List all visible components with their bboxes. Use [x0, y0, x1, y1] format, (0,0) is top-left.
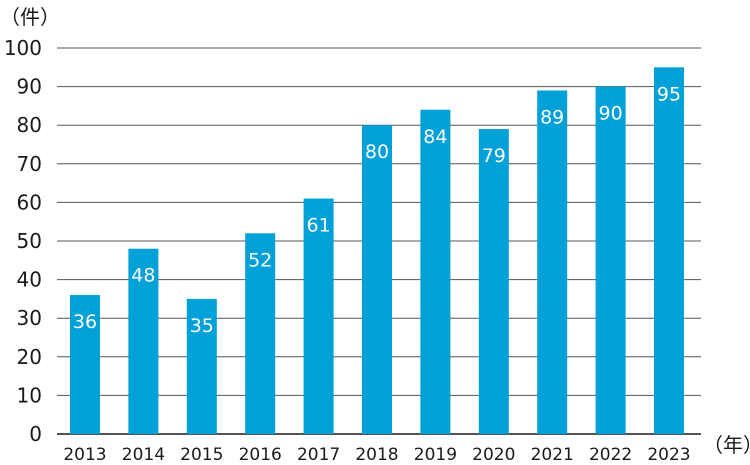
x-tick-label: 2023	[647, 445, 690, 465]
x-tick-label: 2017	[297, 445, 340, 465]
y-tick-label: 0	[29, 422, 42, 446]
data-label-2020: 79	[482, 145, 506, 167]
bar-2015	[186, 298, 217, 434]
bar-2014	[128, 248, 159, 434]
x-tick-label: 2022	[589, 445, 632, 465]
data-label-2019: 84	[423, 126, 447, 148]
x-tick-label: 2014	[122, 445, 165, 465]
x-axis-ticks: 2013 2014 2015 2016 2017 2018 2019 2020 2021 2022…	[63, 445, 690, 465]
x-tick-label: 2019	[414, 445, 457, 465]
y-tick-label: 30	[17, 306, 42, 330]
y-tick-label: 90	[17, 75, 42, 99]
x-tick-label: 2018	[355, 445, 398, 465]
data-label-2016: 52	[248, 249, 272, 271]
y-axis-ticks: 0 10 20 30 40 50 60 70 80 90 100	[4, 36, 42, 446]
x-tick-label: 2020	[472, 445, 515, 465]
x-tick-label: 2015	[180, 445, 223, 465]
x-axis-unit-label: （年）	[703, 433, 750, 457]
bar-2016	[245, 233, 276, 434]
bar-2022	[595, 86, 626, 434]
x-tick-label: 2013	[63, 445, 106, 465]
data-label-2013: 36	[73, 311, 97, 333]
y-tick-label: 50	[17, 229, 42, 253]
y-tick-label: 100	[4, 36, 42, 60]
x-tick-label: 2016	[239, 445, 282, 465]
y-tick-label: 70	[17, 152, 42, 176]
bar-2021	[537, 90, 568, 435]
bar-2019	[420, 109, 451, 434]
data-label-2017: 61	[307, 215, 331, 237]
data-label-2023: 95	[657, 83, 681, 105]
y-tick-label: 80	[17, 113, 42, 137]
data-label-2018: 80	[365, 141, 389, 163]
bar-2023	[654, 67, 684, 435]
data-label-2015: 35	[190, 315, 214, 337]
y-tick-label: 20	[17, 345, 42, 369]
y-tick-label: 10	[17, 383, 42, 407]
y-axis-unit-label: （件）	[0, 5, 60, 29]
bars	[70, 67, 684, 435]
data-label-2021: 89	[540, 106, 564, 128]
data-labels: 36 48 35 52 61 80 84 79 89 90 95	[73, 83, 681, 337]
bar-2013	[70, 295, 100, 434]
y-tick-label: 40	[17, 268, 42, 292]
x-tick-label: 2021	[531, 445, 574, 465]
y-tick-label: 60	[17, 190, 42, 214]
data-label-2014: 48	[131, 265, 155, 287]
bar-2020	[478, 129, 509, 434]
bar-2017	[303, 198, 334, 434]
bar-2018	[362, 125, 392, 434]
data-label-2022: 90	[599, 103, 623, 125]
